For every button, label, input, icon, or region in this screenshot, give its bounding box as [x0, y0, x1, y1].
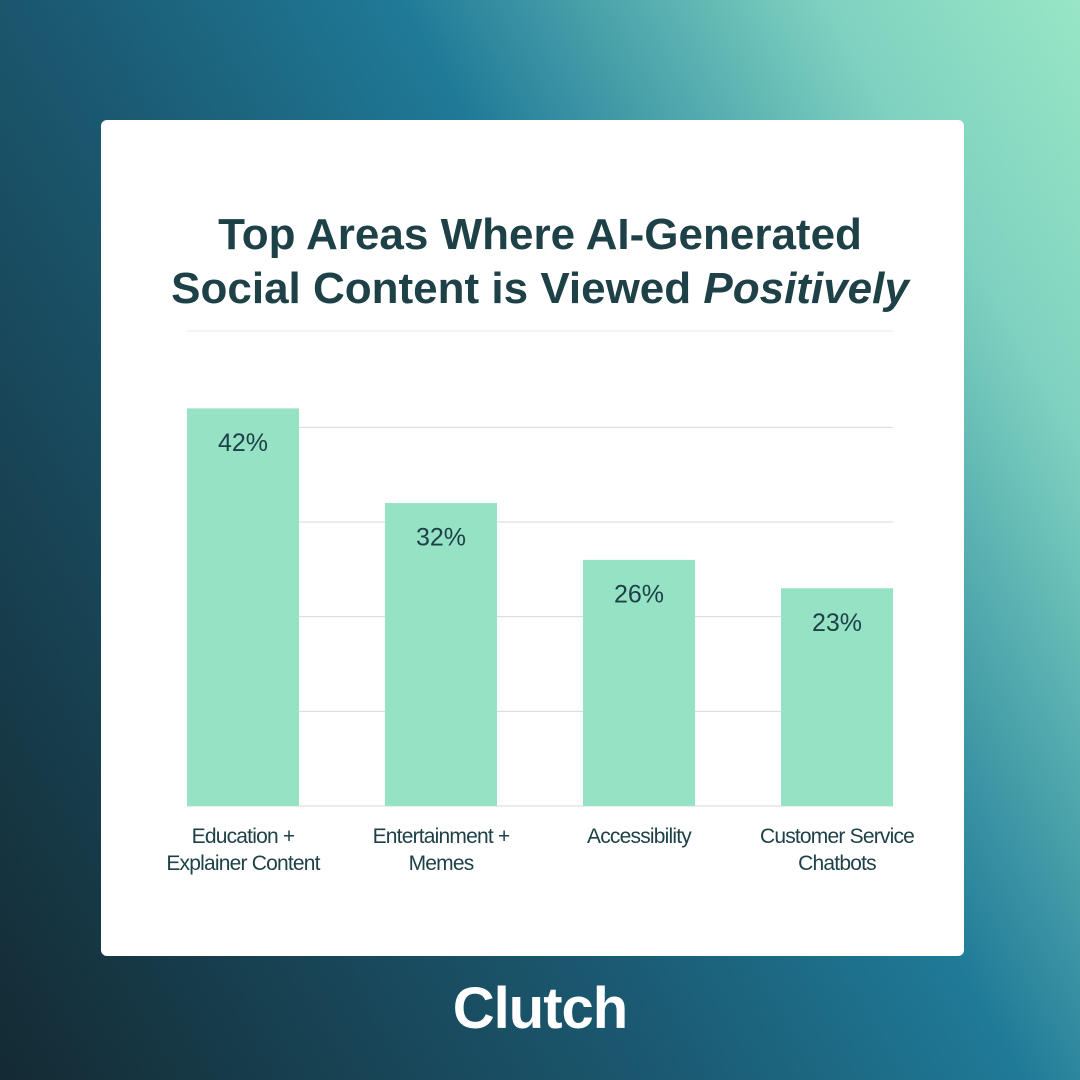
value-label: 42%	[218, 429, 268, 457]
bar	[781, 588, 893, 806]
bar	[187, 408, 299, 806]
logo: Clutch	[452, 976, 628, 1041]
x-tick-label: Entertainment + Memes	[372, 825, 511, 875]
bar	[385, 503, 497, 806]
bar	[583, 559, 695, 806]
x-tick-label: Education + Explainer Content	[166, 825, 320, 875]
x-tick-label: Customer Service Chatbots	[759, 825, 915, 875]
value-label: 23%	[812, 609, 862, 637]
value-label: 26%	[614, 580, 664, 608]
title-emphasis: Positively	[703, 264, 909, 313]
chart-title: Top Areas Where AI-Generated Social Cont…	[160, 208, 920, 316]
title-text: Top Areas Where AI-Generated Social Cont…	[171, 210, 862, 313]
value-label: 32%	[416, 524, 466, 552]
x-tick-label: Accessibility	[587, 825, 692, 848]
